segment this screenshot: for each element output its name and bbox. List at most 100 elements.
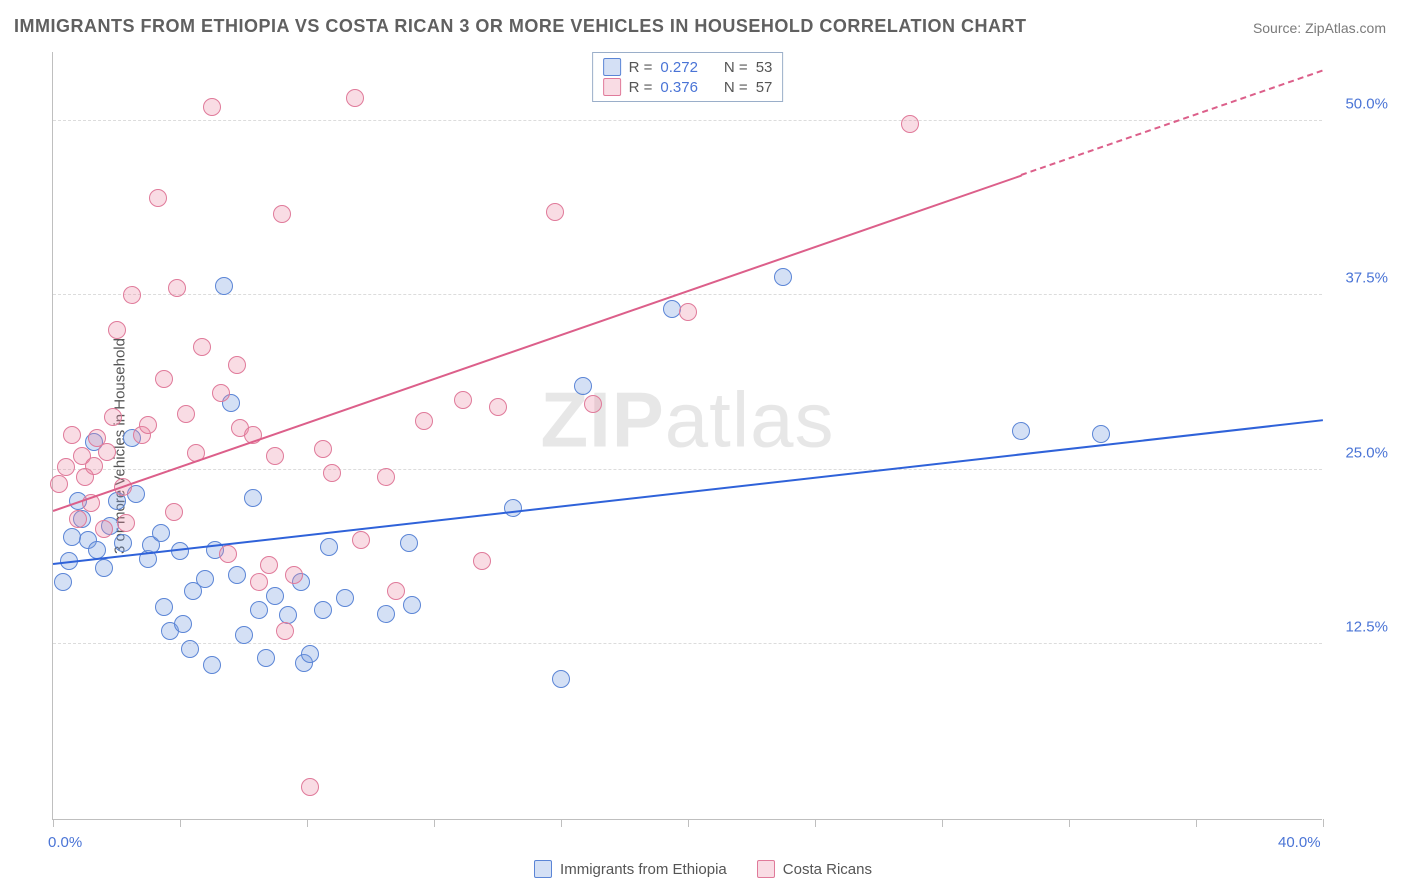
n-label: N =	[724, 59, 748, 76]
data-point	[454, 391, 472, 409]
data-point	[266, 587, 284, 605]
data-point	[95, 520, 113, 538]
data-point	[152, 524, 170, 542]
gridline	[53, 120, 1322, 121]
data-point	[108, 321, 126, 339]
gridline	[53, 294, 1322, 295]
data-point	[219, 545, 237, 563]
data-point	[57, 458, 75, 476]
data-point	[174, 615, 192, 633]
data-point	[320, 538, 338, 556]
x-tick-mark	[1323, 819, 1324, 827]
x-tick-mark	[180, 819, 181, 827]
data-point	[377, 605, 395, 623]
legend-item: Immigrants from Ethiopia	[534, 860, 727, 878]
watermark-light: atlas	[665, 376, 835, 464]
data-point	[1092, 425, 1110, 443]
x-axis-min-label: 0.0%	[48, 834, 82, 851]
data-point	[181, 640, 199, 658]
data-point	[323, 464, 341, 482]
x-tick-mark	[561, 819, 562, 827]
data-point	[63, 426, 81, 444]
data-point	[155, 370, 173, 388]
data-point	[285, 566, 303, 584]
legend-swatch	[534, 860, 552, 878]
data-point	[50, 475, 68, 493]
n-value: 57	[756, 79, 773, 96]
data-point	[301, 645, 319, 663]
data-point	[123, 286, 141, 304]
legend-stats-row: R = 0.376 N = 57	[603, 77, 773, 97]
data-point	[139, 416, 157, 434]
data-point	[387, 582, 405, 600]
data-point	[546, 203, 564, 221]
data-point	[266, 447, 284, 465]
legend-series: Immigrants from Ethiopia Costa Ricans	[0, 860, 1406, 878]
legend-item: Costa Ricans	[757, 860, 872, 878]
legend-swatch	[757, 860, 775, 878]
legend-label: Costa Ricans	[783, 861, 872, 878]
data-point	[235, 626, 253, 644]
data-point	[215, 277, 233, 295]
data-point	[473, 552, 491, 570]
data-point	[314, 440, 332, 458]
data-point	[584, 395, 602, 413]
x-tick-mark	[942, 819, 943, 827]
data-point	[301, 778, 319, 796]
y-tick-label: 25.0%	[1328, 444, 1388, 461]
data-point	[679, 303, 697, 321]
r-label: R =	[629, 59, 653, 76]
data-point	[228, 356, 246, 374]
plot-area: ZIPatlas R =0.272N =53R =0.376N =57 12.5…	[52, 52, 1322, 820]
data-point	[377, 468, 395, 486]
data-point	[346, 89, 364, 107]
chart-container: IMMIGRANTS FROM ETHIOPIA VS COSTA RICAN …	[0, 0, 1406, 892]
data-point	[149, 189, 167, 207]
data-point	[88, 541, 106, 559]
data-point	[168, 279, 186, 297]
data-point	[228, 566, 246, 584]
x-tick-mark	[815, 819, 816, 827]
data-point	[1012, 422, 1030, 440]
r-label: R =	[629, 79, 653, 96]
data-point	[273, 205, 291, 223]
data-point	[489, 398, 507, 416]
legend-stats: R =0.272N =53R =0.376N =57	[592, 52, 784, 102]
n-label: N =	[724, 79, 748, 96]
data-point	[193, 338, 211, 356]
data-point	[774, 268, 792, 286]
data-point	[114, 534, 132, 552]
data-point	[552, 670, 570, 688]
data-point	[165, 503, 183, 521]
data-point	[98, 443, 116, 461]
data-point	[400, 534, 418, 552]
x-axis-max-label: 40.0%	[1278, 834, 1321, 851]
r-value: 0.376	[660, 79, 698, 96]
data-point	[250, 573, 268, 591]
legend-label: Immigrants from Ethiopia	[560, 861, 727, 878]
data-point	[117, 514, 135, 532]
data-point	[196, 570, 214, 588]
data-point	[212, 384, 230, 402]
y-tick-label: 12.5%	[1328, 619, 1388, 636]
data-point	[352, 531, 370, 549]
x-tick-mark	[688, 819, 689, 827]
data-point	[54, 573, 72, 591]
x-tick-mark	[1069, 819, 1070, 827]
data-point	[403, 596, 421, 614]
y-tick-label: 37.5%	[1328, 270, 1388, 287]
data-point	[276, 622, 294, 640]
chart-title: IMMIGRANTS FROM ETHIOPIA VS COSTA RICAN …	[14, 16, 1027, 37]
source-attribution: Source: ZipAtlas.com	[1253, 20, 1386, 36]
legend-stats-row: R =0.272N =53	[603, 57, 773, 77]
data-point	[95, 559, 113, 577]
x-tick-mark	[53, 819, 54, 827]
data-point	[260, 556, 278, 574]
r-value: 0.272	[660, 59, 698, 76]
data-point	[85, 457, 103, 475]
trend-line	[1021, 70, 1323, 176]
data-point	[574, 377, 592, 395]
x-tick-mark	[1196, 819, 1197, 827]
data-point	[901, 115, 919, 133]
x-tick-mark	[434, 819, 435, 827]
